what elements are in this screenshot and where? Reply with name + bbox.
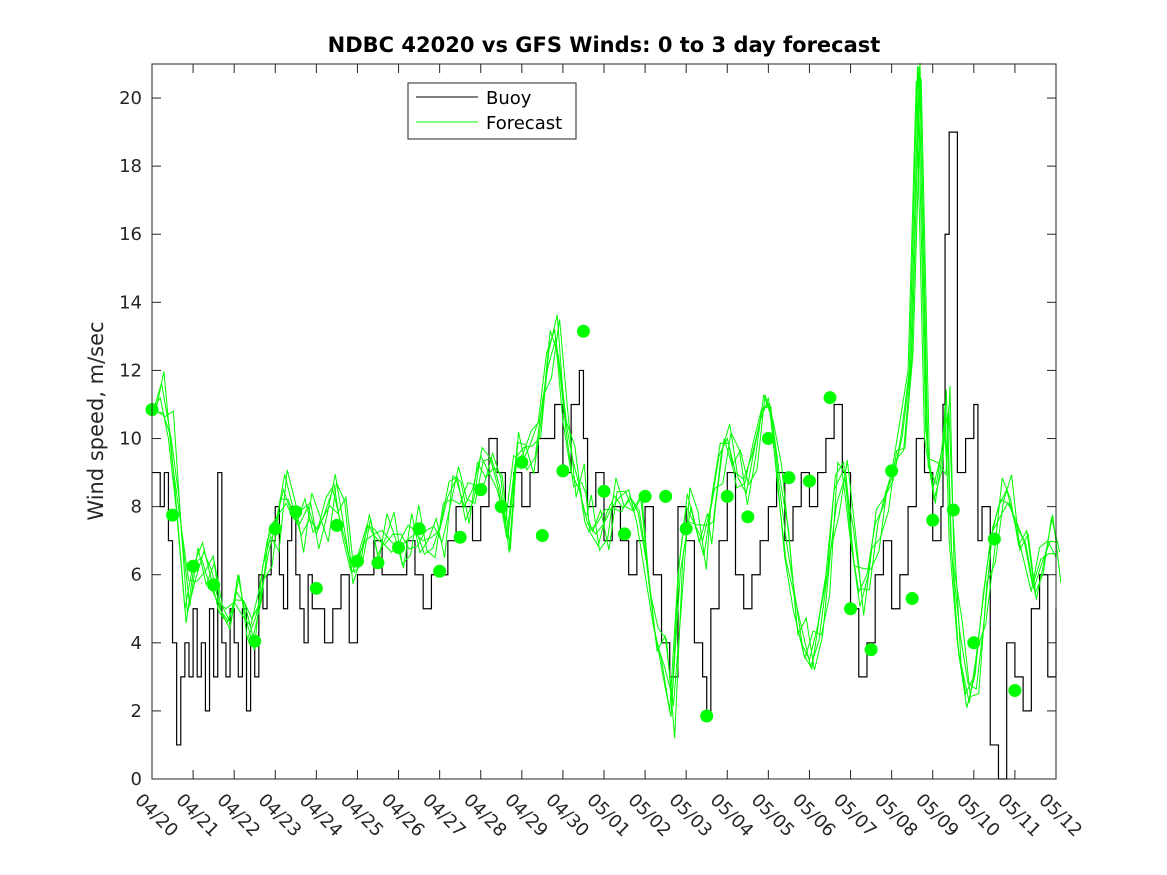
y-tick-label: 4 [131, 633, 142, 654]
forecast-marker-point [823, 391, 837, 405]
legend-forecast-label: Forecast [486, 113, 562, 134]
forecast-marker-point [597, 484, 611, 498]
forecast-marker-point [474, 483, 488, 497]
forecast-marker-point [453, 530, 467, 544]
forecast-marker-point [618, 527, 632, 541]
forecast-marker-point [885, 464, 899, 478]
y-tick-label: 6 [131, 565, 142, 586]
forecast-marker-point [802, 474, 816, 488]
forecast-marker-point [679, 522, 693, 536]
forecast-marker-point [638, 489, 652, 503]
forecast-marker-point [576, 324, 590, 338]
y-axis-label: Wind speed, m/sec [84, 321, 108, 520]
forecast-marker-point [330, 518, 344, 532]
forecast-marker-point [926, 513, 940, 527]
forecast-marker-point [987, 532, 1001, 546]
plot-area [152, 64, 1056, 779]
forecast-marker-point [741, 510, 755, 524]
y-tick-label: 14 [119, 292, 142, 313]
forecast-marker-point [268, 522, 282, 536]
forecast-marker-point [967, 636, 981, 650]
forecast-marker-point [782, 471, 796, 485]
forecast-marker-point [515, 455, 529, 469]
forecast-marker-point [433, 564, 447, 578]
y-tick-label: 10 [119, 429, 142, 450]
forecast-marker-point [905, 592, 919, 606]
series-forecast-member-line [156, 78, 1062, 739]
forecast-marker-point [309, 581, 323, 595]
legend-box [407, 82, 577, 140]
forecast-marker-point [392, 540, 406, 554]
forecast-marker-point [761, 432, 775, 446]
forecast-marker-point [556, 464, 570, 478]
forecast-marker-point [166, 508, 180, 522]
legend-buoy-label: Buoy [486, 88, 532, 109]
y-tick-label: 16 [119, 224, 142, 245]
forecast-marker-point [289, 505, 303, 519]
forecast-marker-point [659, 489, 673, 503]
plot-frame [151, 63, 1057, 780]
legend: Buoy Forecast [407, 82, 577, 140]
y-tick-label: 20 [119, 88, 142, 109]
forecast-marker-point [350, 554, 364, 568]
forecast-marker-point [844, 602, 858, 616]
series-forecast-member-line [155, 62, 1061, 707]
forecast-marker-point [700, 709, 714, 723]
y-tick-label: 18 [119, 156, 142, 177]
forecast-marker-point [720, 489, 734, 503]
y-tick-label: 2 [131, 701, 142, 722]
forecast-marker-point [535, 529, 549, 543]
chart-title: NDBC 42020 vs GFS Winds: 0 to 3 day fore… [328, 33, 881, 57]
forecast-marker-point [1008, 683, 1022, 697]
forecast-marker-point [248, 634, 262, 648]
forecast-marker-point [207, 578, 221, 592]
forecast-marker-point [186, 559, 200, 573]
forecast-marker-point [946, 503, 960, 517]
forecast-marker-point [371, 556, 385, 570]
y-tick-label: 0 [131, 769, 142, 790]
forecast-marker-point [494, 500, 508, 514]
forecast-marker-point [864, 643, 878, 657]
y-tick-label: 8 [131, 497, 142, 518]
series-forecast-member-line [152, 66, 1058, 717]
forecast-marker-point [412, 522, 426, 536]
y-tick-label: 12 [119, 360, 142, 381]
